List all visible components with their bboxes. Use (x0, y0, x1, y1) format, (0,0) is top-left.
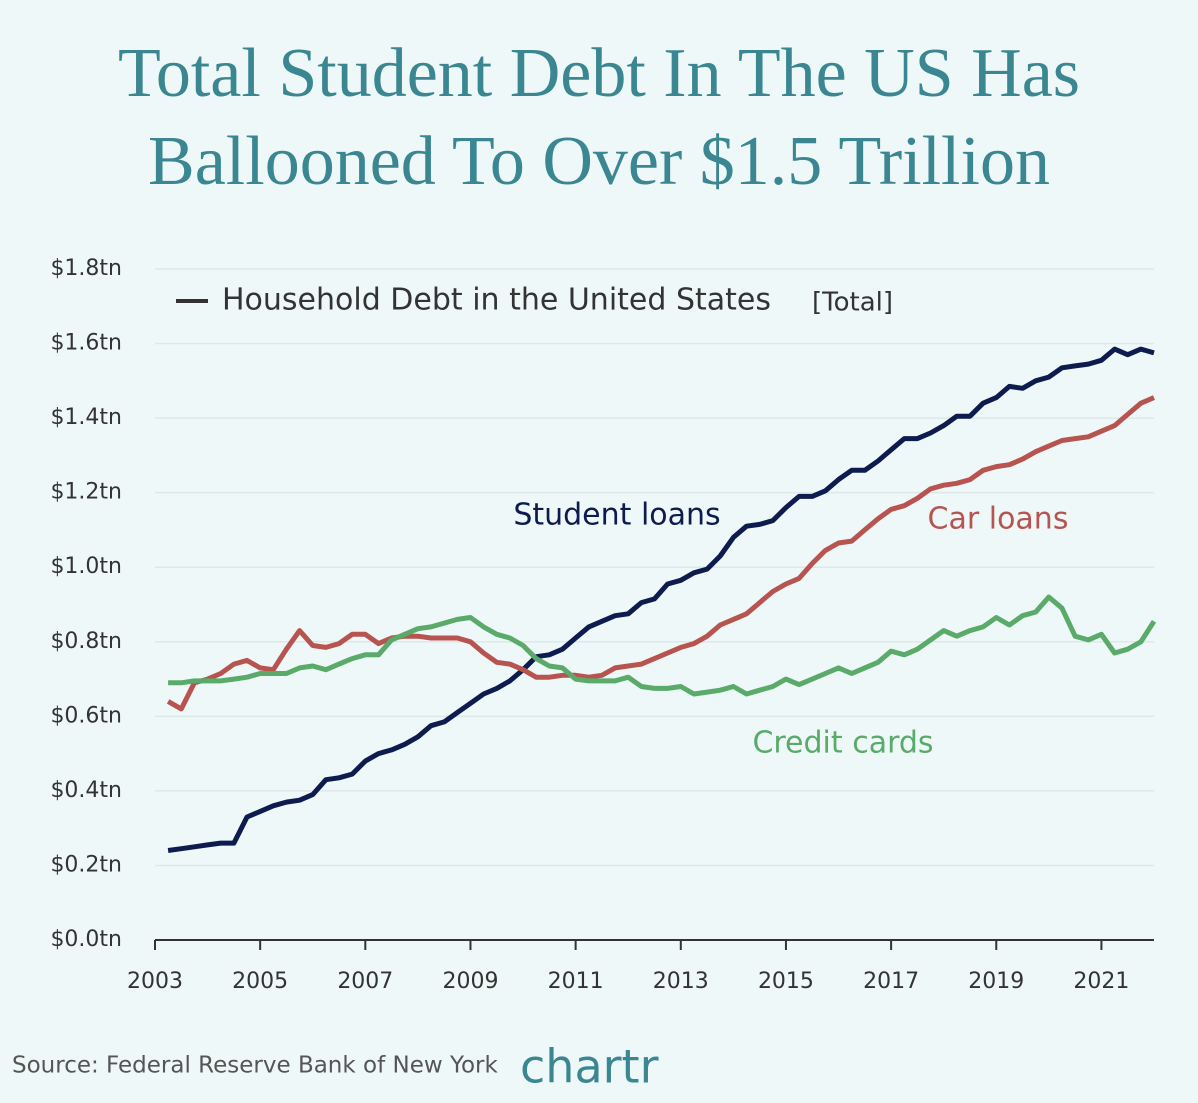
x-tick-label: 2015 (758, 969, 814, 994)
series-line (167, 346, 1155, 853)
y-tick-label: $1.6tn (50, 331, 122, 356)
x-tick-label: 2017 (863, 969, 919, 994)
y-tick-label: $1.0tn (50, 554, 122, 579)
x-tick-label: 2021 (1073, 969, 1129, 994)
y-tick-label: $1.4tn (50, 405, 122, 430)
legend-subtitle: [Total] (812, 288, 893, 318)
x-tick-label: 2003 (127, 969, 183, 994)
y-tick-label: $0.2tn (50, 852, 122, 877)
y-tick-label: $1.2tn (50, 480, 122, 505)
logo: chartr (520, 1040, 659, 1094)
y-tick-label: $0.4tn (50, 778, 122, 803)
series-line (166, 395, 1155, 712)
series-label: Credit cards (752, 726, 933, 761)
chart-title: Ballooned To Over $1.5 Trillion (148, 123, 1050, 200)
x-tick-label: 2009 (442, 969, 498, 994)
source: Source: Federal Reserve Bank of New York (12, 1053, 498, 1079)
legend-title: Household Debt in the United States (222, 283, 771, 318)
x-tick-label: 2007 (337, 969, 393, 994)
x-tick-label: 2013 (653, 969, 709, 994)
y-tick-label: $1.8tn (50, 256, 122, 281)
x-tick-label: 2005 (232, 969, 288, 994)
y-tick-label: $0.8tn (50, 629, 122, 654)
x-tick-label: 2011 (548, 969, 604, 994)
y-tick-label: $0.0tn (50, 927, 122, 952)
chart-title: Total Student Debt In The US Has (118, 35, 1080, 112)
series-line (168, 594, 1157, 697)
x-tick-label: 2019 (968, 969, 1024, 994)
series-label: Car loans (928, 502, 1069, 537)
series-label: Student loans (513, 498, 720, 533)
y-tick-label: $0.6tn (50, 703, 122, 728)
